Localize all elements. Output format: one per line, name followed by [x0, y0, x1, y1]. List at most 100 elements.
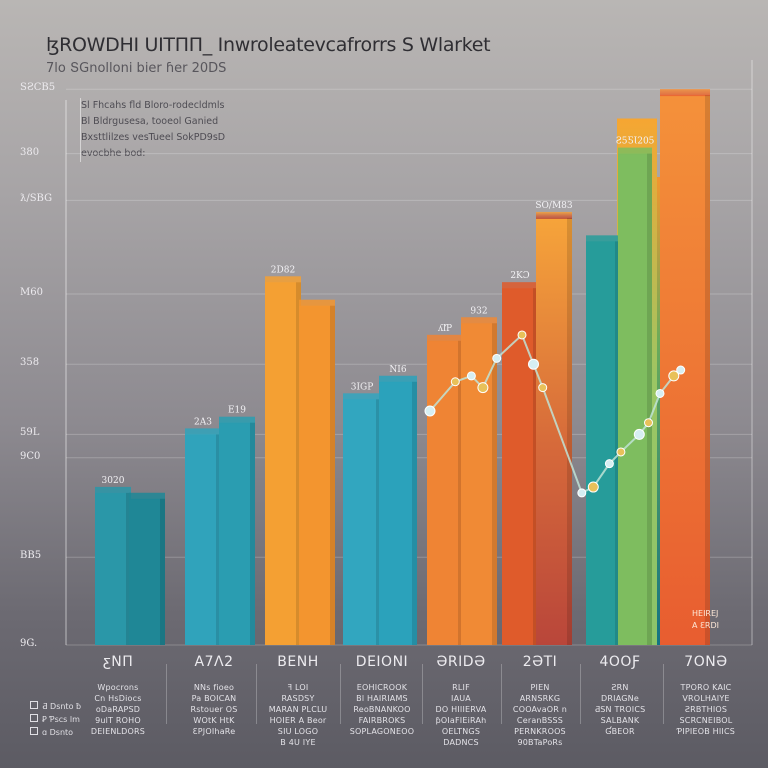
legend-swatch: [30, 701, 38, 709]
bar-value-label: ʎlƤ: [437, 324, 452, 334]
description-line: Bl HAIRIAMS: [356, 694, 408, 703]
y-tick-label: 380: [20, 146, 40, 158]
bar-value-label: 3020: [102, 476, 125, 486]
description-line: ƧRBTHIOS: [684, 705, 728, 714]
x-category-description: NNs fioeo Pa BOICAN Rstouer OS WOtK HtK ƐPJO…: [171, 682, 257, 737]
description-line: RASDSY: [281, 694, 315, 703]
bar: [618, 153, 652, 645]
bar-group: [299, 299, 335, 645]
x-category-label: 2ƏTI: [522, 654, 558, 670]
bar-group: [461, 317, 497, 645]
description-line: RLIF: [452, 683, 470, 692]
bar-top: [265, 276, 301, 284]
description-line: Rstouer OS: [190, 705, 238, 714]
bar: [129, 498, 165, 645]
y-tick-label: 358: [20, 357, 40, 369]
bar-top: [586, 235, 620, 243]
description-line: ƧRN: [611, 683, 629, 692]
bar-shade: [296, 282, 301, 645]
description-line: ReoBNANKOO: [353, 705, 411, 714]
bar-shade: [126, 492, 131, 645]
bar-top: [299, 299, 335, 307]
bar-value-label: 2KƆ: [510, 271, 529, 281]
description-line: oDaRAPSD: [95, 705, 141, 714]
bar-value-label: 932: [470, 306, 487, 316]
legend-label: Ꝑ Ƥscs lm: [42, 715, 80, 724]
trend-point: [616, 447, 626, 457]
bar-top: [343, 393, 381, 401]
category-separator: [340, 664, 341, 724]
bar: [427, 340, 463, 645]
description-line: VROLHAIYE: [682, 694, 730, 703]
bar-value-labels: 3020 2A3 2D82 3IGP ʎlƤ 2KƆ E19 NI6 932 SO/M83 Ƨ5ƼƖ…: [102, 137, 655, 486]
description-line: ƤIPIEOB HIICS: [676, 727, 736, 736]
bar-top: [502, 282, 538, 290]
bar: [219, 422, 255, 645]
bar-value-label: Ƨ5ƼƖ205: [616, 137, 655, 147]
description-line: ƐPJOIhaRe: [192, 727, 236, 736]
category-separator: [256, 664, 257, 724]
chart-subtitle: 7lo ՏGnolloni bier ɦer 20DS: [46, 61, 227, 76]
trend-point: [477, 382, 489, 394]
x-category-label: ƏRIDƏ: [436, 654, 486, 670]
x-category-description: RLIF IAUA DO HIIIERVA ƥOIaFIEiRAh OELTNGS DAD…: [418, 682, 504, 748]
bar: [536, 217, 572, 645]
category-separator: [166, 664, 167, 724]
y-tick-label: ƛ/SBG: [20, 193, 53, 205]
legend-swatch: [30, 714, 38, 722]
description-line: SOPLAGONEOO: [349, 727, 415, 736]
bar-group: [265, 276, 301, 645]
description-line: PIEN: [530, 683, 550, 692]
chart-note: Sl Fhcahs fld Bloro-rodecldmls Bl Bldrgu…: [80, 98, 225, 162]
trend-point: [424, 405, 436, 417]
bar-top: [129, 492, 165, 500]
bar-top: [379, 375, 417, 383]
description-line: DO HIIIERVA: [435, 705, 487, 714]
description-line: ƓBEOR: [605, 727, 635, 736]
note-line: Bxsttlilzes vesTueel SokPD9sD: [81, 132, 226, 143]
legend-label: Ƌ Dsnto ƀ: [42, 702, 82, 711]
description-line: COOAvaOR n: [512, 705, 568, 714]
x-category-label: ƹNΠ: [102, 654, 134, 670]
trend-point: [668, 370, 680, 382]
bar: [343, 399, 381, 645]
bar-top: [461, 317, 497, 325]
bar-top: [618, 147, 652, 155]
description-line: Pa BOICAN: [191, 694, 237, 703]
description-line: DRIAGNe: [601, 694, 639, 703]
y-tick-label: M60: [20, 287, 43, 298]
description-line: SIU LOGO: [277, 727, 319, 736]
bar-group: [536, 211, 572, 645]
legend-label: ɑ Dsnto: [42, 728, 74, 737]
bar: [95, 492, 131, 645]
category-separator: [421, 664, 423, 724]
trend-point: [633, 428, 645, 440]
bar: [461, 323, 497, 645]
trend-line: [424, 330, 686, 498]
bar-top: [219, 416, 255, 424]
bar: [379, 381, 417, 645]
in-bar-note: HEIREJ A ƐRDI: [692, 608, 719, 632]
description-line: FAIRBROKS: [358, 716, 406, 725]
note-line: Bl Bldrgusesa, tooeol Ganied: [81, 116, 219, 127]
bar: [185, 434, 221, 645]
bar-top: [95, 486, 131, 494]
description-line: B 4U IYE: [280, 738, 316, 747]
bar-group: [660, 89, 710, 646]
category-separator: [663, 664, 664, 724]
y-tick-label: 59L: [20, 427, 40, 439]
bar-shade: [376, 399, 381, 645]
bar: [502, 288, 538, 645]
trend-point: [450, 377, 460, 387]
bar: [265, 282, 301, 645]
bar-shade: [567, 217, 572, 645]
y-tick-label: 9C0: [20, 450, 41, 462]
category-separator: [500, 664, 502, 724]
x-category-label: 7ONƏ: [684, 654, 728, 670]
description-line: WOtK HtK: [193, 716, 235, 725]
bar-shade: [492, 323, 497, 645]
legend: Ƌ Dsnto ƀ Ꝑ Ƥscs lm ɑ Dsnto: [30, 700, 81, 739]
bar-group: [586, 235, 620, 645]
bar-shade: [458, 340, 463, 645]
